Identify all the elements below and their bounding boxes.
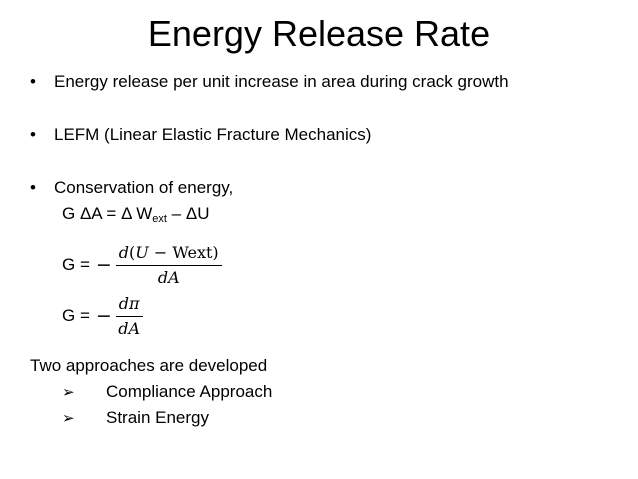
equation-minus-sign: − — [95, 305, 112, 327]
numerator-u: U — [135, 242, 149, 262]
equation-minus-sign: − — [95, 254, 112, 276]
release-rate-equation-potential: G = − dπ dA — [62, 291, 143, 341]
bullet-icon: • — [30, 72, 36, 91]
equation-suffix: – ΔU — [166, 204, 210, 223]
approaches-heading: Two approaches are developed — [30, 356, 268, 375]
bullet-text: Energy release per unit increase in area… — [54, 72, 509, 91]
bullet-item: • Energy release per unit increase in are… — [30, 71, 509, 93]
slide-title: Energy Release Rate — [147, 13, 491, 54]
energy-balance-equation: G ΔA = Δ Wext – ΔU — [62, 203, 210, 230]
numerator-paren-close: ) — [212, 242, 219, 262]
equation-lhs: G = — [62, 306, 90, 325]
fraction: dπ dA — [115, 294, 143, 339]
numerator-d: d — [118, 242, 130, 262]
numerator-wext: Wext — [172, 242, 213, 262]
bullet-item: • LEFM (Linear Elastic Fracture Mechanics… — [30, 124, 371, 146]
approach-label: Compliance Approach — [106, 382, 273, 401]
fraction-denominator: dA — [157, 267, 180, 287]
release-rate-equation-work: G = − d(U − Wext) dA — [62, 240, 222, 290]
equation-lhs: G = — [62, 255, 90, 274]
fraction: d(U − Wext) dA — [115, 242, 222, 288]
bullet-icon: • — [30, 125, 36, 144]
fraction-denominator: dA — [118, 318, 141, 338]
bullet-text: LEFM (Linear Elastic Fracture Mechanics) — [54, 125, 372, 144]
bullet-text: Conservation of energy, — [54, 178, 234, 197]
arrow-bullet-icon: ➢ — [62, 409, 75, 427]
bullet-icon: • — [30, 178, 36, 197]
numerator-paren-open: ( — [129, 242, 136, 262]
fraction-numerator: dπ — [115, 294, 143, 317]
approach-item: ➢ Compliance Approach — [62, 381, 272, 403]
arrow-bullet-icon: ➢ — [62, 383, 75, 401]
approach-label: Strain Energy — [106, 408, 209, 427]
equation-prefix: G ΔA = Δ W — [62, 204, 153, 223]
fraction-numerator: d(U − Wext) — [115, 242, 222, 266]
bullet-item: • Conservation of energy, — [30, 177, 233, 199]
equation-subscript: ext — [152, 213, 167, 225]
approach-item: ➢ Strain Energy — [62, 407, 209, 429]
numerator-minus: − — [148, 242, 173, 262]
